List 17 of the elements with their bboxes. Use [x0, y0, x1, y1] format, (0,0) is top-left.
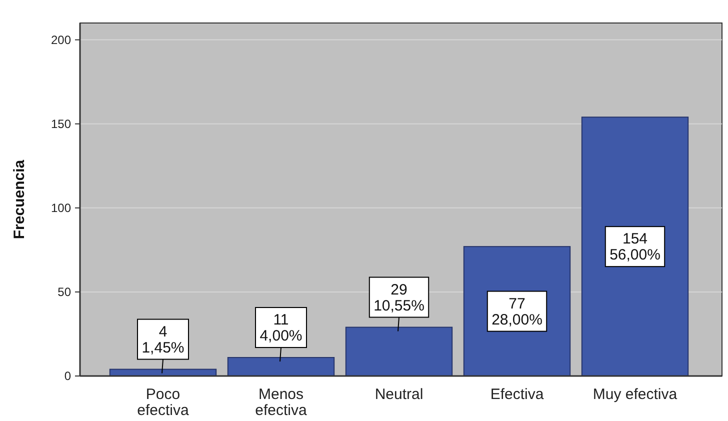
x-tick-label: Muy efectiva [592, 386, 678, 403]
y-tick-label: 200 [50, 33, 72, 48]
data-label: 29 10,55% [374, 281, 424, 314]
data-label: 4 1,45% [142, 323, 184, 356]
x-tick-label: Efectiva [490, 386, 544, 403]
data-label: 11 4,00% [260, 312, 302, 345]
x-tick-label: Poco efectiva [137, 386, 190, 419]
y-tick-label: 0 [64, 369, 72, 384]
y-tick-label: 100 [50, 201, 72, 216]
bar [227, 357, 335, 376]
y-axis-title: Frecuencia [11, 159, 28, 240]
x-tick-label: Neutral [374, 386, 424, 403]
bar [345, 326, 453, 376]
y-tick-label: 150 [50, 117, 72, 132]
x-tick-label: Menos efectiva [255, 386, 308, 419]
y-tick-label: 50 [58, 285, 72, 300]
bar [581, 116, 689, 376]
